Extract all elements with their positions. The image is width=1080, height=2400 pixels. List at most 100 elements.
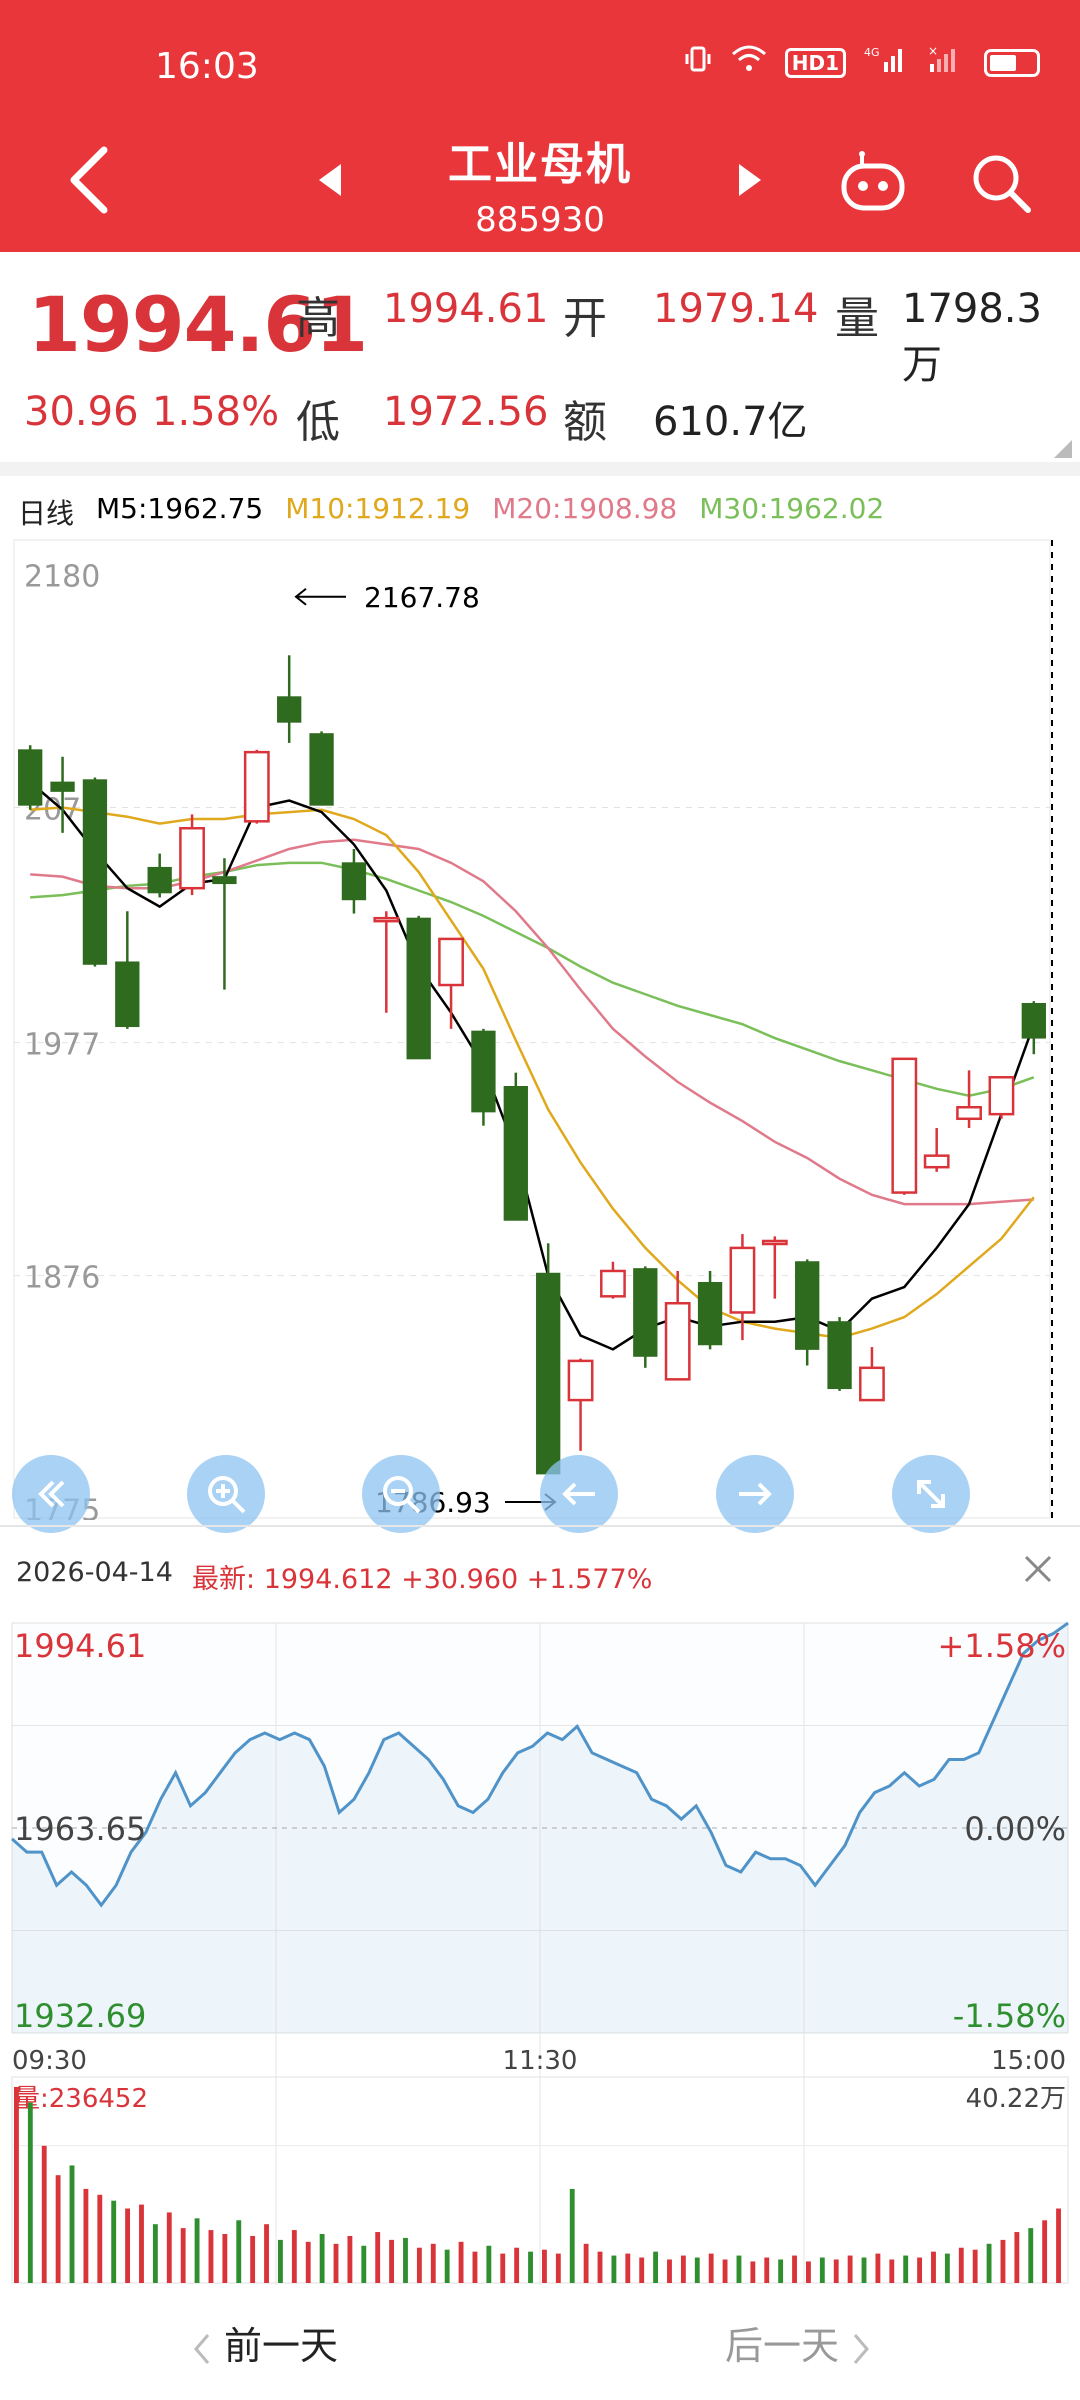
kline-svg: 218020791977187617752167.781786.93 (13, 539, 1053, 1520)
high-label: 高 (296, 293, 340, 344)
fullscreen-button[interactable] (892, 1455, 970, 1533)
volume-value: 1798.3万 (902, 286, 1042, 388)
search-icon[interactable] (968, 150, 1034, 220)
candle (795, 1259, 820, 1366)
intraday-chart[interactable]: 1994.61 1963.65 1932.69 +1.58% 0.00% -1.58% 09… (0, 1615, 1080, 2315)
ma30-label: M30:1962.02 (699, 492, 885, 525)
volume-bar (722, 2259, 728, 2283)
kline-chart[interactable]: 218020791977187617752167.781786.93 (0, 530, 1080, 1520)
candle (827, 1317, 852, 1391)
volume-bar (694, 2257, 700, 2283)
chevron-right-icon (853, 2333, 869, 2364)
ma20-line (30, 838, 1034, 1206)
volume-bar (250, 2235, 256, 2283)
chevron-left-icon (194, 2333, 210, 2364)
candle (147, 853, 172, 898)
volume-bar (444, 2249, 450, 2283)
volume-bar (403, 2237, 408, 2283)
candle (697, 1270, 723, 1350)
svg-text:×: × (928, 44, 938, 58)
volume-bar (625, 2253, 631, 2283)
expand-corner-icon[interactable] (1054, 440, 1072, 458)
candle (373, 911, 400, 1013)
volume-bar (819, 2257, 825, 2283)
volume-bar (597, 2251, 603, 2283)
volume-bar (792, 2255, 797, 2283)
volume-bar (944, 2253, 950, 2283)
candle (212, 858, 237, 990)
prev-stock-button[interactable] (315, 160, 345, 204)
low-value: 1972.56 (383, 389, 549, 435)
volume-bar (458, 2241, 464, 2283)
volume-label: 量 (835, 293, 879, 344)
volume-bar (194, 2218, 200, 2283)
volume-bar (680, 2255, 686, 2283)
volume-bar (847, 2255, 853, 2283)
volume-bar (750, 2261, 756, 2283)
y-tick-label: 1876 (24, 1261, 100, 1296)
low-pct-label: -1.58% (953, 1997, 1066, 2035)
volume-bar (583, 2243, 589, 2283)
volume-bar (1000, 2239, 1006, 2283)
ma30-line (30, 861, 1035, 1097)
rewind-button[interactable] (12, 1455, 90, 1533)
change-pct: 1.58% (152, 389, 280, 435)
time-start-label: 09:30 (12, 2046, 87, 2076)
volume-max-label: 40.22万 (966, 2084, 1066, 2114)
volume-bar (806, 2261, 811, 2283)
volume-bar (778, 2259, 784, 2283)
volume-bar (55, 2175, 61, 2283)
next-day-button[interactable]: 后一天 (725, 2315, 873, 2370)
volume-bar (347, 2235, 353, 2283)
volume-bar (528, 2251, 533, 2283)
volume-bar (111, 2200, 117, 2283)
ma10-label: M10:1912.19 (285, 492, 471, 525)
volume-bar (264, 2224, 269, 2283)
volume-bar (833, 2259, 839, 2283)
volume-bar (917, 2257, 923, 2283)
zoom-in-button[interactable] (187, 1455, 265, 1533)
volume-bar (1028, 2228, 1034, 2283)
amount-label: 额 (563, 397, 607, 448)
candle (600, 1261, 626, 1299)
volume-bar (166, 2212, 172, 2283)
volume-bar (972, 2249, 978, 2283)
hd-badge: HD1 (784, 47, 846, 78)
volume-bar (1014, 2232, 1020, 2283)
net-label: 4G (864, 46, 880, 59)
signal-2-icon: × (926, 44, 966, 81)
y-tick-label: 1977 (24, 1028, 100, 1063)
candle (341, 848, 367, 914)
quote-panel: 1994.61 高 1994.61 开 1979.14 量 1798.3万 30… (0, 252, 1080, 462)
volume-bar (486, 2245, 492, 2283)
next-stock-button[interactable] (735, 160, 765, 204)
candle (179, 814, 205, 896)
volume-bar (1042, 2220, 1048, 2283)
period-label[interactable]: 日线 (18, 497, 75, 530)
volume-label: 量:236452 (14, 2084, 148, 2114)
volume-bar (736, 2255, 742, 2283)
volume-bar (152, 2224, 158, 2283)
scroll-right-button[interactable] (716, 1455, 794, 1533)
candle (82, 777, 108, 967)
amount-value: 610.7亿 (653, 399, 808, 445)
signal-icon: 4G (864, 44, 908, 81)
candle (891, 1057, 918, 1195)
intraday-date: 2026-04-14 (16, 1557, 173, 1588)
volume-bar (555, 2253, 561, 2283)
zoom-out-button[interactable] (362, 1455, 440, 1533)
volume-bar (667, 2259, 672, 2283)
close-icon[interactable] (1020, 1551, 1056, 1591)
candle (471, 1028, 496, 1126)
battery-icon (984, 48, 1040, 77)
volume-bar (69, 2165, 75, 2283)
candle (50, 756, 75, 833)
robot-assistant-icon[interactable] (838, 150, 908, 220)
top-bar: 16:03 HD1 4G × 工业母机 885930 (0, 0, 1080, 252)
prev-day-button[interactable]: 前一天 (190, 2315, 338, 2370)
candle (243, 749, 270, 824)
scroll-left-button[interactable] (540, 1455, 618, 1533)
back-button[interactable] (60, 140, 120, 220)
volume-bar (708, 2253, 714, 2283)
volume-bar (569, 2188, 575, 2283)
